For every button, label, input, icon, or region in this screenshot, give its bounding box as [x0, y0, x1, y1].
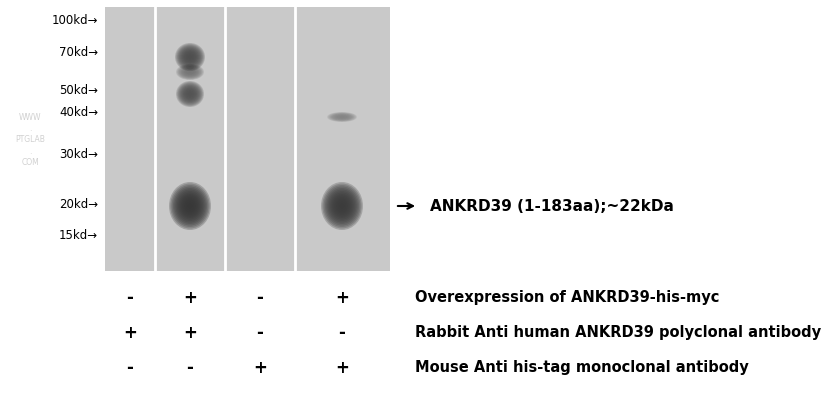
Ellipse shape — [322, 184, 362, 229]
Ellipse shape — [178, 66, 202, 80]
Text: -: - — [126, 358, 134, 376]
Ellipse shape — [327, 113, 357, 123]
Text: -: - — [126, 288, 134, 306]
Ellipse shape — [178, 193, 202, 220]
Ellipse shape — [178, 84, 202, 105]
Text: 50kd→: 50kd→ — [59, 83, 98, 96]
Ellipse shape — [174, 188, 206, 225]
Ellipse shape — [173, 187, 207, 226]
Ellipse shape — [328, 190, 357, 223]
Ellipse shape — [180, 48, 201, 67]
Text: +: + — [335, 288, 349, 306]
Ellipse shape — [180, 86, 200, 104]
Ellipse shape — [176, 190, 205, 223]
Text: 15kd→: 15kd→ — [59, 229, 98, 242]
Ellipse shape — [331, 194, 353, 219]
Bar — [105, 8, 390, 271]
Text: 100kd→: 100kd→ — [51, 14, 98, 26]
Text: +: + — [123, 323, 137, 341]
Ellipse shape — [170, 184, 210, 229]
Ellipse shape — [169, 182, 211, 231]
Text: +: + — [183, 288, 197, 306]
Ellipse shape — [176, 82, 204, 108]
Ellipse shape — [325, 187, 359, 226]
Text: WWW
.
PTGLAB
.
COM: WWW . PTGLAB . COM — [15, 113, 45, 166]
Ellipse shape — [329, 113, 355, 122]
Ellipse shape — [177, 65, 203, 80]
Text: Overexpression of ANKRD39-his-myc: Overexpression of ANKRD39-his-myc — [415, 290, 719, 305]
Text: Rabbit Anti human ANKRD39 polyclonal antibody: Rabbit Anti human ANKRD39 polyclonal ant… — [415, 325, 821, 340]
Ellipse shape — [321, 182, 363, 231]
Text: 70kd→: 70kd→ — [59, 45, 98, 59]
Ellipse shape — [179, 67, 201, 79]
Text: +: + — [183, 323, 197, 341]
Ellipse shape — [176, 45, 204, 71]
Ellipse shape — [328, 113, 356, 122]
Ellipse shape — [330, 193, 354, 220]
Text: 30kd→: 30kd→ — [59, 148, 98, 161]
Ellipse shape — [178, 47, 202, 68]
Ellipse shape — [326, 188, 358, 225]
Text: -: - — [257, 323, 263, 341]
Ellipse shape — [181, 87, 199, 103]
Ellipse shape — [181, 49, 199, 67]
Ellipse shape — [178, 66, 202, 79]
Ellipse shape — [176, 65, 204, 81]
Ellipse shape — [172, 186, 208, 227]
Ellipse shape — [178, 83, 202, 106]
Ellipse shape — [177, 46, 203, 70]
Ellipse shape — [175, 44, 205, 72]
Text: ANKRD39 (1-183aa);~22kDa: ANKRD39 (1-183aa);~22kDa — [430, 199, 674, 214]
Ellipse shape — [329, 192, 355, 221]
Text: +: + — [253, 358, 267, 376]
Ellipse shape — [179, 85, 201, 105]
Ellipse shape — [178, 47, 202, 69]
Text: 40kd→: 40kd→ — [59, 105, 98, 118]
Text: -: - — [339, 323, 345, 341]
Ellipse shape — [177, 192, 203, 221]
Text: +: + — [335, 358, 349, 376]
Text: -: - — [257, 288, 263, 306]
Text: Mouse Anti his-tag monoclonal antibody: Mouse Anti his-tag monoclonal antibody — [415, 360, 748, 375]
Ellipse shape — [324, 186, 360, 227]
Text: 20kd→: 20kd→ — [59, 198, 98, 211]
Ellipse shape — [182, 50, 198, 66]
Ellipse shape — [182, 87, 198, 102]
Text: -: - — [187, 358, 193, 376]
Ellipse shape — [177, 83, 203, 107]
Ellipse shape — [179, 194, 201, 219]
